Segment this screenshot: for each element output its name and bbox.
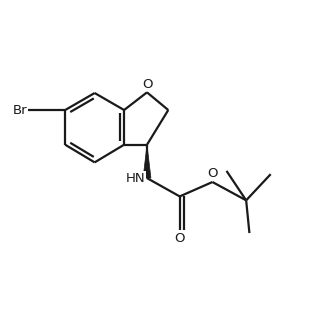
Text: HN: HN — [126, 172, 146, 184]
Text: Br: Br — [13, 104, 28, 116]
Text: O: O — [142, 78, 152, 91]
Text: O: O — [207, 167, 218, 180]
Text: O: O — [175, 232, 185, 246]
Polygon shape — [143, 145, 151, 178]
